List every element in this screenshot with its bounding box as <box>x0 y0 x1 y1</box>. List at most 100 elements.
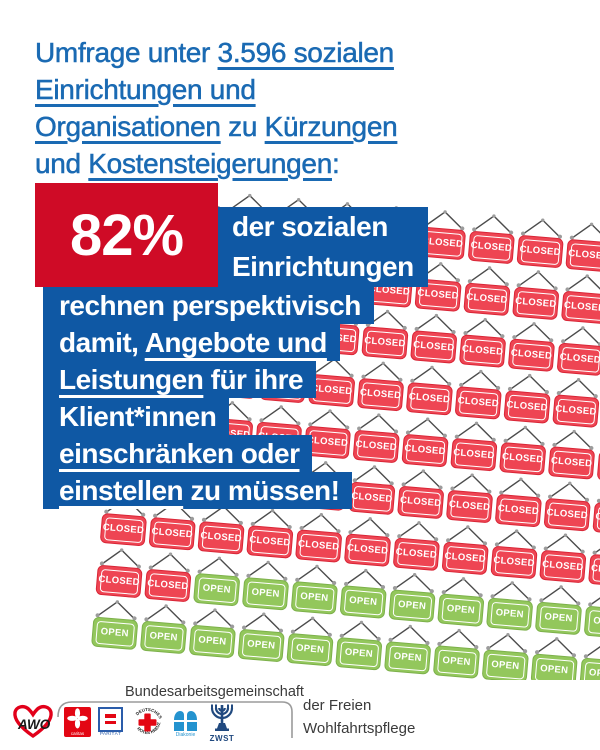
open-sign: OPEN <box>139 601 189 655</box>
headline-line: Einrichtungen und <box>35 71 397 108</box>
org-name-line3: Wohlfahrtspflege <box>303 720 416 737</box>
open-plaque: OPEN <box>286 632 334 667</box>
closed-sign: CLOSED <box>401 414 450 468</box>
closed-sign: CLOSED <box>343 513 393 567</box>
footer: Bundesarbeitsgemeinschaft AWO <box>0 680 600 750</box>
open-sign: OPEN <box>437 573 486 628</box>
statement-line: damit, Angebote und <box>43 324 340 361</box>
open-sign: OPEN <box>188 605 238 659</box>
closed-plaque: CLOSED <box>144 568 192 603</box>
closed-sign: CLOSED <box>516 215 565 269</box>
open-plaque: OPEN <box>339 585 387 619</box>
closed-sign: CLOSED <box>441 522 491 576</box>
open-sign: OPEN <box>91 597 140 651</box>
closed-sign: CLOSED <box>450 418 499 472</box>
closed-sign: CLOSED <box>392 518 442 572</box>
closed-plaque: CLOSED <box>397 485 445 520</box>
statement-segment: für ihre <box>203 364 304 395</box>
awo-logo-icon: AWO <box>11 703 57 741</box>
open-plaque: OPEN <box>383 641 432 675</box>
closed-plaque: CLOSED <box>587 553 600 588</box>
statement-segment: zu müssen! <box>183 475 340 506</box>
open-plaque: OPEN <box>237 628 285 663</box>
closed-plaque: CLOSED <box>499 442 547 476</box>
hanger-string-icon <box>548 481 590 502</box>
headline-segment: zu <box>220 111 265 143</box>
statement-line: Leistungen für ihre <box>43 361 317 398</box>
closed-plaque: CLOSED <box>516 234 564 269</box>
closed-sign: CLOSED <box>295 509 344 563</box>
headline-line: Umfrage unter 3.596 sozialen <box>35 34 397 71</box>
closed-sign: CLOSED <box>565 219 600 273</box>
open-sign: OPEN <box>388 569 437 623</box>
closed-plaque: CLOSED <box>512 286 560 321</box>
statement-line: Klient*innen <box>43 398 230 435</box>
closed-sign: CLOSED <box>254 402 304 456</box>
closed-sign: CLOSED <box>397 466 446 520</box>
open-sign: OPEN <box>193 553 242 607</box>
open-sign: OPEN <box>485 578 535 632</box>
headline-line: und Kostensteigerungen: <box>35 145 397 182</box>
open-plaque: OPEN <box>437 593 485 628</box>
zwst-logo-icon: ZWST <box>206 701 238 743</box>
open-plaque: OPEN <box>241 576 290 611</box>
closed-sign: CLOSED <box>512 267 561 321</box>
closed-sign: CLOSED <box>454 366 504 420</box>
closed-plaque: CLOSED <box>560 290 600 325</box>
open-plaque: OPEN <box>481 649 529 683</box>
closed-plaque: CLOSED <box>503 390 551 424</box>
closed-plaque: CLOSED <box>592 502 600 536</box>
open-plaque: OPEN <box>139 620 188 655</box>
closed-sign: CLOSED <box>144 549 193 603</box>
closed-plaque: CLOSED <box>445 489 494 524</box>
closed-plaque: CLOSED <box>99 512 148 547</box>
bracket-line <box>57 701 293 738</box>
headline-segment: Kürzungen <box>264 111 398 143</box>
closed-plaque: CLOSED <box>401 433 449 468</box>
caritas-caption: caritas <box>70 730 85 736</box>
hanger-string-icon <box>494 529 536 550</box>
statement-segment: einschränken oder <box>59 438 300 469</box>
open-sign: OPEN <box>534 582 584 636</box>
headline-segment: : <box>331 148 340 180</box>
open-sign: OPEN <box>335 617 384 671</box>
statement-intro-segment: Einrichtungen <box>232 251 414 282</box>
percent-box: 82% <box>35 183 218 287</box>
drk-logo-icon: DEUTSCHES ROTES KREUZ <box>130 705 165 740</box>
closed-plaque: CLOSED <box>494 493 543 528</box>
open-plaque: OPEN <box>485 597 534 632</box>
svg-text:AWO: AWO <box>17 717 51 732</box>
closed-plaque: CLOSED <box>95 564 143 599</box>
statement-segment: rechnen perspektivisch <box>59 290 361 321</box>
statement-line: einschränken oder <box>43 435 313 472</box>
open-plaque: OPEN <box>188 624 237 659</box>
open-plaque: OPEN <box>193 572 241 607</box>
closed-plaque: CLOSED <box>343 533 392 567</box>
statement-segment: damit, <box>59 327 145 358</box>
statement-segment: einstellen <box>59 475 184 506</box>
closed-sign: CLOSED <box>410 310 459 364</box>
open-plaque: OPEN <box>290 581 339 615</box>
closed-sign: CLOSED <box>556 323 600 377</box>
closed-sign: CLOSED <box>499 422 548 476</box>
closed-sign: CLOSED <box>95 545 144 599</box>
closed-sign: CLOSED <box>494 474 544 528</box>
closed-sign: CLOSED <box>507 318 557 373</box>
headline-segment: Organisationen <box>35 111 222 143</box>
closed-plaque: CLOSED <box>410 330 458 364</box>
closed-plaque: CLOSED <box>295 529 343 563</box>
closed-plaque: CLOSED <box>405 381 454 416</box>
closed-sign: CLOSED <box>246 505 295 559</box>
open-sign: OPEN <box>579 638 600 692</box>
open-sign: OPEN <box>583 586 600 640</box>
closed-sign: CLOSED <box>543 478 593 532</box>
closed-sign: CLOSED <box>503 370 552 424</box>
diakonie-logo-icon: Diakonie <box>172 706 199 738</box>
headline-segment: 3.596 sozialen <box>217 37 394 69</box>
statement-segment: Leistungen <box>59 364 204 395</box>
closed-plaque: CLOSED <box>458 334 507 368</box>
paritaet-caption: PARITÄT <box>99 731 122 737</box>
closed-plaque: CLOSED <box>246 525 294 559</box>
closed-sign: CLOSED <box>197 501 246 555</box>
